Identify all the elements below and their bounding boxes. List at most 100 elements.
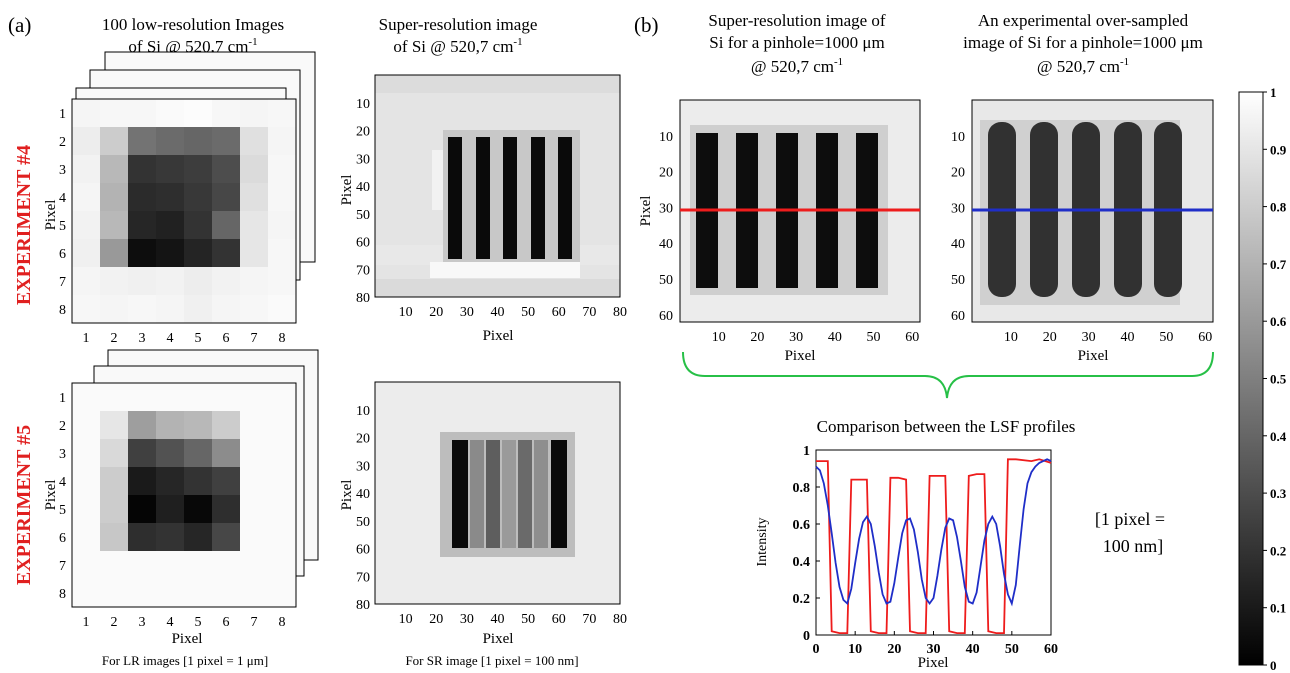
lr-pixel	[240, 551, 269, 580]
sr-image-exp4-axes: 10 20 30 40 50 60 70 80 10 20 30 40 50 60 70 80	[356, 97, 627, 320]
b-xtick-label: 30	[1082, 330, 1096, 345]
lr-pixel	[156, 551, 185, 580]
pixel-scale-note-line2: 100 nm]	[1103, 536, 1164, 556]
b-exp-title-line2: image of Si for a pinhole=1000 μm	[963, 33, 1203, 52]
panel-a-label: (a)	[8, 13, 31, 37]
lr-xtick-label: 5	[195, 615, 202, 630]
lr-pixel	[240, 439, 269, 468]
lr-pixel	[72, 155, 101, 184]
lr-pixel	[212, 99, 241, 128]
lr-pixel	[128, 551, 157, 580]
lr-pixel	[240, 411, 269, 440]
b-sr-image-axes: 10 20 30 40 50 60 10 20 30 40 50 60	[659, 130, 919, 345]
lr-pixel	[156, 183, 185, 212]
b-exp-image-axes: 10 20 30 40 50 60 10 20 30 40 50 60	[951, 130, 1212, 345]
b-sr-title-line3: @ 520,7 cm-1	[751, 56, 843, 76]
lr-pixel	[268, 155, 297, 184]
lr-pixel	[268, 183, 297, 212]
b-xtick-label: 60	[905, 330, 919, 345]
lr-pixel	[128, 383, 157, 412]
b-sr-ylabel: Pixel	[638, 196, 654, 227]
pixel-scale-note-line1: [1 pixel =	[1095, 509, 1165, 529]
colorbar-tick-label: 0.5	[1270, 372, 1287, 387]
lr-ytick-label: 6	[59, 531, 66, 546]
lr-pixel	[100, 127, 129, 156]
sr-xtick-label: 40	[491, 305, 505, 320]
lr-ytick-label: 7	[59, 275, 66, 290]
lr-exp5-xlabel: Pixel	[172, 631, 203, 647]
lr-pixel	[72, 467, 101, 496]
lr-pixel	[268, 127, 297, 156]
lr-pixel	[184, 523, 213, 552]
lr-pixel	[212, 495, 241, 524]
lr-image-exp4	[72, 99, 297, 324]
lsf-ytick-label: 1	[803, 444, 810, 459]
lsf-ytick-label: 0.6	[793, 518, 811, 533]
lsf-xtick-label: 60	[1044, 642, 1058, 657]
experiment-5-label: EXPERIMENT #5	[13, 425, 35, 585]
lsf-xtick-label: 20	[887, 642, 901, 657]
lr-pixel	[72, 267, 101, 296]
sr-ytick-label: 30	[356, 459, 370, 474]
lr-pixel	[100, 295, 129, 324]
colorbar-tick-label: 0.4	[1270, 429, 1287, 444]
lr-pixel	[72, 551, 101, 580]
lr-ytick-label: 4	[59, 191, 66, 206]
lr-xtick-label: 6	[223, 615, 230, 630]
lr-xtick-label: 5	[195, 331, 202, 346]
sr-xtick-label: 30	[460, 305, 474, 320]
sr-xtick-label: 20	[429, 305, 443, 320]
sr-xtick-label: 10	[399, 305, 413, 320]
lr-pixel	[240, 155, 269, 184]
lsf-xtick-label: 10	[848, 642, 862, 657]
lsf-chart-frame	[815, 449, 1052, 636]
lr-pixel	[72, 239, 101, 268]
lr-pixel	[128, 211, 157, 240]
sr-title-line2: of Si @ 520,7 cm-1	[393, 36, 522, 56]
lr-pixel	[100, 495, 129, 524]
b-ytick-label: 30	[951, 201, 965, 216]
lr-ytick-label: 8	[59, 303, 66, 318]
colorbar-tick-label: 0	[1270, 658, 1277, 673]
lr-title-line2: of Si @ 520,7 cm-1	[128, 36, 257, 56]
lr-pixel	[128, 127, 157, 156]
lr-pixel	[184, 495, 213, 524]
lr-pixel	[240, 495, 269, 524]
lr-pixel	[268, 295, 297, 324]
lr-pixel	[100, 239, 129, 268]
lr-pixel	[156, 99, 185, 128]
lr-ytick-label: 3	[59, 163, 66, 178]
sr-ytick-label: 50	[356, 208, 370, 223]
lr-ytick-label: 7	[59, 559, 66, 574]
lr-xtick-label: 1	[83, 331, 90, 346]
b-xtick-label: 10	[712, 330, 726, 345]
b-xtick-label: 50	[867, 330, 881, 345]
lr-pixel	[212, 267, 241, 296]
lsf-chart-ylabel: Intensity	[755, 518, 770, 567]
lr-pixel	[128, 523, 157, 552]
lr-pixel	[100, 579, 129, 608]
b-ytick-label: 10	[659, 130, 673, 145]
b-ytick-label: 50	[951, 273, 965, 288]
b-xtick-label: 60	[1198, 330, 1212, 345]
colorbar-tick-label: 0.8	[1270, 200, 1287, 215]
b-xtick-label: 50	[1159, 330, 1173, 345]
lr-image-exp5-axes: 1 1 2 2 3 3 4 4 5 5 6 6 7 7 8 8	[59, 391, 286, 630]
lr-pixel	[156, 411, 185, 440]
lr-pixel	[212, 523, 241, 552]
lr-pixel	[184, 467, 213, 496]
lr-pixel	[72, 495, 101, 524]
lr-pixel	[72, 523, 101, 552]
lr-pixel	[268, 439, 297, 468]
lr-pixel	[212, 551, 241, 580]
lsf-series-blue-line	[815, 458, 1052, 607]
sr-ytick-label: 10	[356, 97, 370, 112]
b-sr-xlabel: Pixel	[785, 348, 816, 364]
lr-pixel	[184, 99, 213, 128]
lr-xtick-label: 8	[279, 331, 286, 346]
lr-pixel	[240, 99, 269, 128]
colorbar-tick-label: 0.7	[1270, 257, 1287, 272]
colorbar-tick-label: 0.2	[1270, 543, 1286, 558]
lr-title-line1: 100 low-resolution Images	[102, 15, 284, 34]
